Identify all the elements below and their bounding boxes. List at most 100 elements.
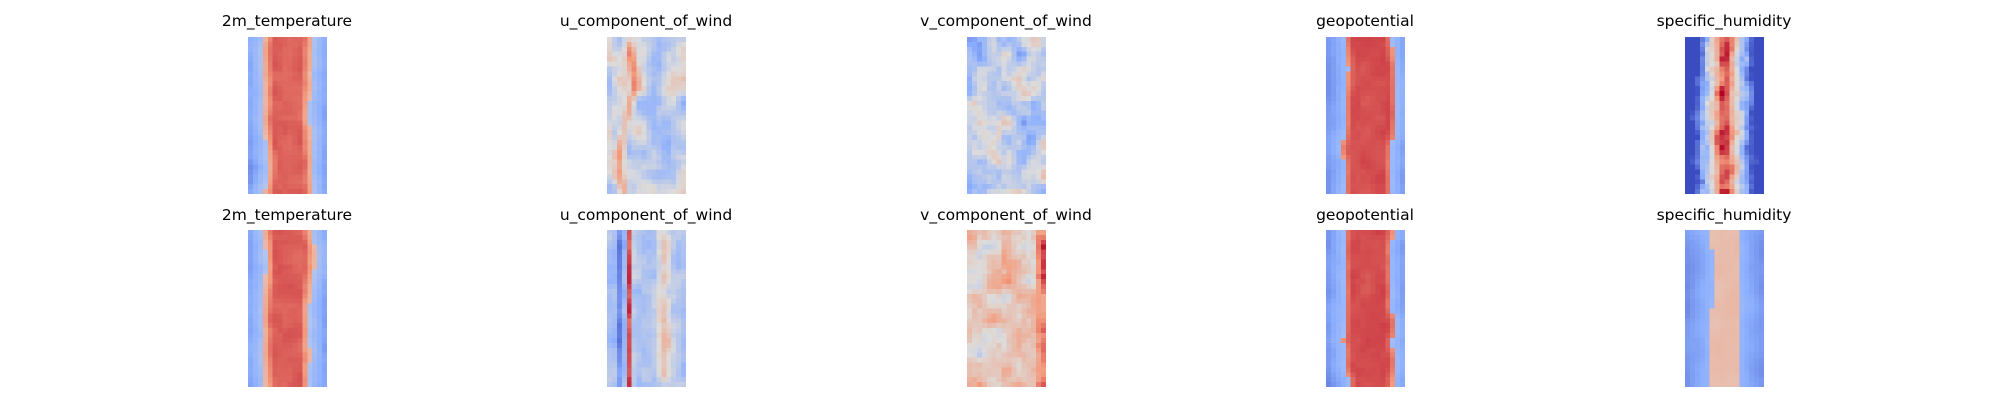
heatmap-cell — [1041, 313, 1046, 319]
heatmap-cell — [312, 249, 318, 255]
heatmap-cell — [1360, 105, 1366, 111]
heatmap-cell — [1734, 149, 1740, 156]
heatmap-cell — [1390, 125, 1396, 131]
heatmap-cell — [267, 342, 273, 349]
heatmap-cell — [611, 144, 618, 151]
heatmap-cell — [1330, 159, 1337, 165]
heatmap-cell — [1685, 337, 1691, 344]
heatmap-cell — [626, 254, 632, 260]
heatmap-cell — [1011, 189, 1017, 194]
heatmap-cell — [1729, 308, 1735, 314]
heatmap-cell — [991, 342, 997, 349]
heatmap-cell — [656, 264, 662, 270]
heatmap-cell — [1395, 105, 1401, 111]
heatmap-cell — [646, 46, 652, 53]
heatmap-cell — [967, 110, 973, 116]
heatmap-cell — [621, 76, 628, 82]
heatmap-cell — [1036, 76, 1042, 82]
heatmap-cell — [611, 66, 618, 72]
heatmap-cell — [1395, 184, 1401, 190]
heatmap-cell — [1704, 56, 1710, 62]
heatmap-cell — [1360, 179, 1366, 185]
heatmap-cell — [991, 149, 997, 156]
heatmap-cell — [1400, 61, 1405, 67]
heatmap-cell — [1001, 115, 1007, 121]
heatmap-cell — [607, 342, 613, 349]
heatmap-cell — [1390, 323, 1396, 329]
heatmap-cell — [257, 333, 264, 339]
heatmap-cell — [1694, 264, 1701, 270]
heatmap-cell — [1709, 293, 1715, 299]
heatmap-cell — [252, 135, 259, 141]
heatmap-cell — [611, 264, 618, 270]
heatmap-cell — [971, 288, 978, 295]
heatmap-cell — [1026, 95, 1032, 102]
heatmap-cell — [317, 115, 323, 121]
heatmap-cell — [257, 318, 264, 324]
heatmap-cell — [981, 372, 988, 378]
heatmap-cell — [297, 298, 303, 304]
heatmap-cell — [1330, 100, 1337, 106]
heatmap-cell — [287, 140, 293, 146]
heatmap-cell — [1326, 56, 1332, 62]
heatmap-cell — [1744, 308, 1750, 314]
heatmap-cell — [1031, 164, 1037, 170]
heatmap-cell — [1326, 37, 1332, 43]
heatmap-cell — [607, 372, 613, 378]
heatmap-cell — [1400, 110, 1405, 116]
heatmap-cell — [1729, 318, 1735, 324]
heatmap-cell — [248, 372, 254, 378]
heatmap-cell — [1390, 274, 1396, 280]
heatmap-cell — [1714, 230, 1720, 236]
heatmap-cell — [1390, 293, 1396, 299]
heatmap-cell — [1729, 164, 1735, 170]
heatmap-cell — [681, 130, 686, 136]
heatmap-cell — [1026, 313, 1032, 319]
heatmap-cell — [1041, 259, 1046, 265]
heatmap-cell — [981, 110, 988, 116]
heatmap-cell — [621, 313, 628, 319]
heatmap-cell — [277, 164, 283, 170]
heatmap-cell — [322, 61, 327, 67]
heatmap-cell — [1006, 377, 1012, 383]
heatmap-cell — [1370, 323, 1376, 329]
heatmap-cell — [1041, 362, 1046, 368]
heatmap-cell — [1704, 269, 1710, 275]
heatmap-cell — [1395, 81, 1401, 87]
heatmap-cell — [991, 283, 997, 290]
heatmap-cell — [1380, 140, 1386, 146]
heatmap-cell — [248, 76, 254, 82]
heatmap-cell — [681, 274, 686, 280]
heatmap-cell — [611, 279, 618, 285]
heatmap-cell — [621, 269, 628, 275]
heatmap-cell — [1011, 274, 1017, 280]
heatmap-cell — [1006, 105, 1012, 111]
heatmap-cell — [1739, 244, 1745, 250]
heatmap-cell — [248, 357, 254, 363]
heatmap-cell — [1390, 298, 1396, 304]
heatmap-cell — [621, 144, 628, 151]
heatmap-cell — [1699, 333, 1706, 339]
heatmap-cell — [1709, 288, 1715, 295]
heatmap-cell — [267, 154, 273, 160]
heatmap-cell — [1326, 61, 1332, 67]
heatmap-cell — [991, 337, 997, 344]
heatmap-cell — [1390, 337, 1396, 344]
heatmap-cell — [267, 303, 273, 309]
heatmap-cell — [1360, 81, 1366, 87]
heatmap-cell — [1365, 303, 1371, 309]
heatmap-cell — [1026, 140, 1032, 146]
heatmap-cell — [257, 259, 264, 265]
heatmap-cell — [1355, 90, 1361, 97]
heatmap-cell — [636, 283, 642, 290]
heatmap-cell — [1021, 37, 1027, 43]
heatmap-cell — [282, 362, 288, 368]
heatmap-cell — [248, 333, 254, 339]
heatmap-cell — [1026, 159, 1032, 165]
heatmap-cell — [971, 230, 978, 236]
heatmap-cell — [1026, 259, 1032, 265]
heatmap-cell — [262, 328, 269, 334]
heatmap-cell — [976, 239, 983, 246]
heatmap-cell — [282, 337, 288, 344]
heatmap-cell — [1365, 135, 1371, 141]
